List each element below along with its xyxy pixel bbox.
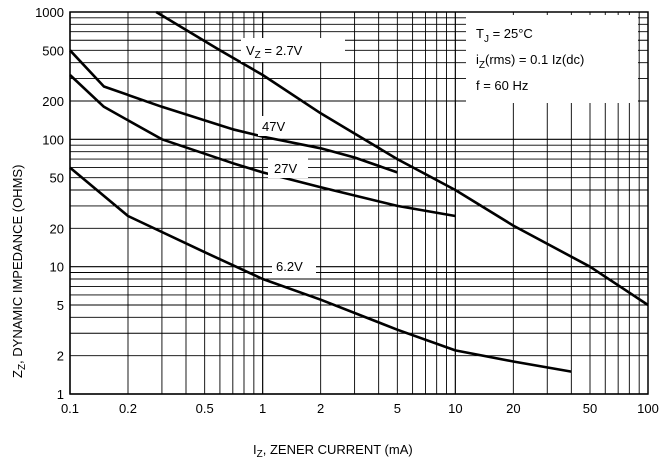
y-tick-label: 5	[57, 298, 64, 313]
x-tick-label: 20	[506, 401, 520, 416]
tick-labels: 0.1 0.2 0.5 1 2 5 10 20 50 100 1 2 5 10 20 50 100 200 500 1…	[35, 5, 659, 416]
y-tick-label: 100	[42, 132, 64, 147]
condition-temperature: TJ = 25°C	[476, 26, 533, 45]
series-label-6-2v: 6.2V	[276, 259, 303, 274]
condition-frequency: f = 60 Hz	[476, 78, 528, 93]
label-bg-27v	[268, 158, 308, 178]
x-tick-label: 50	[583, 401, 597, 416]
y-tick-label: 500	[42, 43, 64, 58]
x-tick-label: 2	[317, 401, 324, 416]
x-tick-label: 0.2	[119, 401, 137, 416]
y-tick-label: 10	[50, 260, 64, 275]
x-tick-label: 0.5	[196, 401, 214, 416]
label-bg-2-7v	[241, 38, 345, 62]
series-label-47v: 47V	[262, 119, 285, 134]
label-bg-47v	[258, 116, 298, 136]
y-tick-label: 1	[57, 387, 64, 402]
x-tick-label: 1	[259, 401, 266, 416]
curves	[69, 10, 649, 373]
y-tick-label: 200	[42, 94, 64, 109]
y-tick-label: 2	[57, 349, 64, 364]
series-label-2-7v: VZ = 2.7V	[246, 43, 303, 61]
y-axis-title: ZZ, DYNAMIC IMPEDANCE (OHMS)	[10, 165, 28, 378]
condition-ripple-current: iZ(rms) = 0.1 Iz(dc)	[476, 52, 584, 71]
x-axis-title: IZ, ZENER CURRENT (mA)	[253, 442, 413, 460]
y-tick-label: 20	[50, 221, 64, 236]
series-line-6-2v	[69, 166, 572, 373]
x-tick-label: 0.1	[61, 401, 79, 416]
y-tick-label: 1000	[35, 5, 64, 20]
series-line-2-7v	[155, 10, 649, 307]
x-tick-label: 100	[637, 401, 659, 416]
x-tick-label: 5	[394, 401, 401, 416]
plot-frame	[69, 11, 649, 395]
x-tick-label: 10	[448, 401, 462, 416]
y-tick-label: 50	[50, 171, 64, 186]
series-line-47v	[69, 49, 398, 174]
series-label-27v: 27V	[274, 161, 297, 176]
series-line-27v	[69, 74, 456, 218]
conditions-box	[466, 15, 638, 103]
label-bg-6-2v	[272, 256, 316, 276]
